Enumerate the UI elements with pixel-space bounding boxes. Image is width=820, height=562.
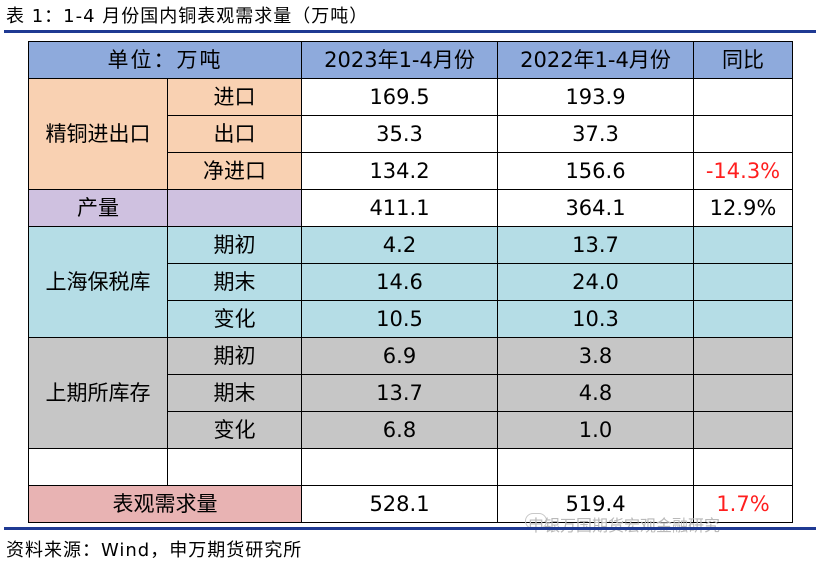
cell-2022: 10.3 (497, 300, 694, 338)
cell-2023: 528.1 (301, 485, 498, 523)
table-row: 产量 411.1 364.1 12.9% (28, 189, 793, 227)
table-row: 表观需求量 528.1 519.4 1.7% (28, 485, 793, 523)
top-rule (4, 30, 816, 33)
watermark: 申银万国期货宏观金融研究 (528, 516, 721, 535)
table-row: 上海保税库 期初 4.2 13.7 (28, 226, 793, 338)
row-item: 出口 (167, 115, 302, 153)
group-label-refined: 精铜进出口 (28, 78, 168, 190)
row-item: 变化 (167, 300, 302, 338)
cell-2023: 411.1 (301, 189, 498, 227)
blank-cell (28, 448, 168, 486)
header-unit: 单位：万吨 (28, 41, 302, 79)
cell-yoy (693, 78, 793, 116)
cell-2022: 1.0 (497, 411, 694, 449)
row-item: 期末 (167, 263, 302, 301)
cell-2023: 6.9 (301, 337, 498, 375)
cell-yoy (693, 337, 793, 375)
cell-yoy-negative: -14.3% (693, 152, 793, 190)
row-item (167, 189, 302, 227)
cell-2023: 4.2 (301, 226, 498, 264)
cell-2023: 35.3 (301, 115, 498, 153)
cell-2023: 13.7 (301, 374, 498, 412)
cell-2022: 4.8 (497, 374, 694, 412)
blank-row (28, 448, 793, 486)
cell-2023: 14.6 (301, 263, 498, 301)
cell-yoy (693, 226, 793, 264)
row-item: 变化 (167, 411, 302, 449)
cell-yoy-highlight: 1.7% (693, 485, 793, 523)
group-label-bonded: 上海保税库 (28, 226, 168, 338)
table-row: 上期所库存 期初 6.9 3.8 (28, 337, 793, 449)
source-note: 资料来源：Wind，申万期货研究所 (6, 540, 303, 561)
cell-2023: 134.2 (301, 152, 498, 190)
cell-2022: 24.0 (497, 263, 694, 301)
row-item: 期初 (167, 226, 302, 264)
table-row: 出口 35.3 37.3 (29, 115, 793, 153)
table-row: 精铜进出口 进口 169.5 193.9 (28, 78, 793, 190)
table-row: 变化 10.5 10.3 (29, 300, 793, 338)
blank-cell (497, 448, 694, 486)
cell-2023: 10.5 (301, 300, 498, 338)
cell-yoy (693, 300, 793, 338)
cell-2022: 3.8 (497, 337, 694, 375)
row-item: 期初 (167, 337, 302, 375)
row-item: 进口 (167, 78, 302, 116)
table-caption: 表 1：1-4 月份国内铜表观需求量（万吨） (6, 6, 369, 27)
cell-yoy (693, 411, 793, 449)
table-row: 期末 13.7 4.8 (29, 374, 793, 412)
header-yoy: 同比 (693, 41, 793, 79)
cell-2023: 169.5 (301, 78, 498, 116)
cell-yoy (693, 263, 793, 301)
blank-cell (167, 448, 302, 486)
group-label-output: 产量 (28, 189, 168, 227)
cell-2023: 6.8 (301, 411, 498, 449)
cell-2022: 193.9 (497, 78, 694, 116)
cell-yoy: 12.9% (693, 189, 793, 227)
header-2023: 2023年1-4月份 (301, 41, 498, 79)
row-item: 净进口 (167, 152, 302, 190)
group-label-shfe: 上期所库存 (28, 337, 168, 449)
cell-2022: 519.4 (497, 485, 694, 523)
table-row: 变化 6.8 1.0 (29, 411, 793, 449)
header-2022: 2022年1-4月份 (497, 41, 694, 79)
copy-demand-table: 单位：万吨 2023年1-4月份 2022年1-4月份 同比 精铜进出口 进口 … (28, 41, 793, 523)
cell-2022: 13.7 (497, 226, 694, 264)
blank-cell (301, 448, 498, 486)
row-item: 期末 (167, 374, 302, 412)
cell-yoy (693, 374, 793, 412)
cell-2022: 156.6 (497, 152, 694, 190)
blank-cell (693, 448, 793, 486)
cell-2022: 37.3 (497, 115, 694, 153)
cell-2022: 364.1 (497, 189, 694, 227)
bottom-rule (4, 527, 816, 530)
cell-yoy (693, 115, 793, 153)
apparent-demand-label: 表观需求量 (28, 485, 302, 523)
header-row: 单位：万吨 2023年1-4月份 2022年1-4月份 同比 (28, 41, 793, 79)
table-row: 净进口 134.2 156.6 -14.3% (29, 152, 793, 190)
